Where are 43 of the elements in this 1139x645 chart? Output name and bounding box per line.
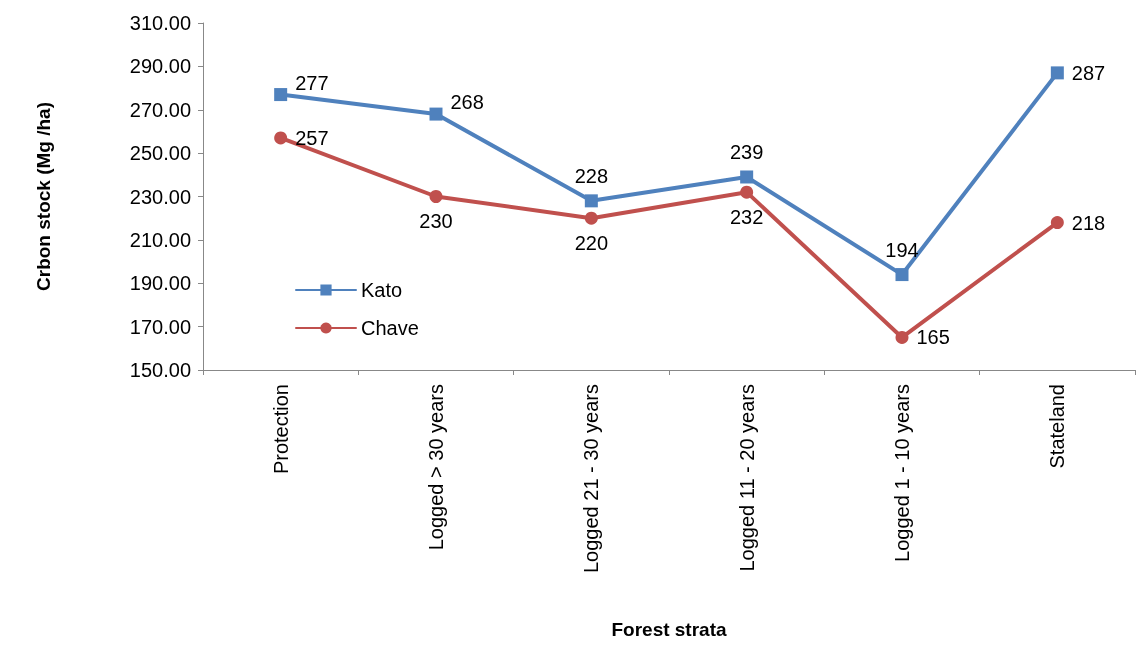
x-tick-label: Stateland (1046, 384, 1069, 469)
point (895, 330, 909, 344)
legend-label: Chave (361, 317, 419, 339)
point (584, 211, 598, 225)
data-label: 239 (729, 141, 764, 164)
y-tick-label: 310.00 (129, 12, 191, 34)
data-label: 230 (419, 210, 453, 232)
point (429, 190, 443, 203)
y-tick-label: 190.00 (129, 272, 191, 295)
y-tick-label: 150.00 (129, 359, 191, 381)
x-axis-title: Forest strata (611, 619, 727, 640)
point (740, 185, 754, 199)
data-label: 277 (295, 71, 329, 94)
data-label: 232 (729, 205, 764, 228)
x-tick-label: Logged 11 - 20 years (735, 384, 758, 572)
data-label: 228 (574, 165, 609, 188)
data-label: 194 (885, 239, 919, 262)
y-tick-label: 230.00 (129, 185, 191, 208)
y-tick-label: 210.00 (129, 228, 191, 251)
y-tick-label: 270.00 (129, 98, 191, 121)
point (429, 107, 443, 121)
data-label: 268 (450, 91, 484, 114)
x-tick-label: Logged > 30 years (425, 384, 447, 551)
legend-label: Kato (361, 279, 403, 301)
data-label: 220 (574, 231, 609, 254)
point (584, 194, 598, 208)
y-tick-label: 290.00 (129, 55, 191, 78)
x-tick-label: Logged 21 - 30 years (580, 384, 603, 574)
data-label: 218 (1071, 211, 1106, 234)
x-tick-label: Protection (269, 384, 292, 475)
point (1050, 216, 1064, 230)
point (740, 170, 754, 184)
point (895, 268, 909, 282)
x-tick-label: Logged 1 - 10 years (891, 384, 913, 562)
point (1050, 66, 1064, 80)
y-tick-label: 250.00 (129, 142, 191, 165)
data-label: 257 (295, 126, 329, 149)
data-label: 165 (916, 326, 950, 349)
point (274, 131, 288, 145)
data-label: 287 (1071, 61, 1106, 84)
point (274, 88, 288, 102)
y-tick-label: 170.00 (129, 315, 191, 338)
y-axis-title: Crbon stock (Mg /ha) (33, 102, 54, 291)
